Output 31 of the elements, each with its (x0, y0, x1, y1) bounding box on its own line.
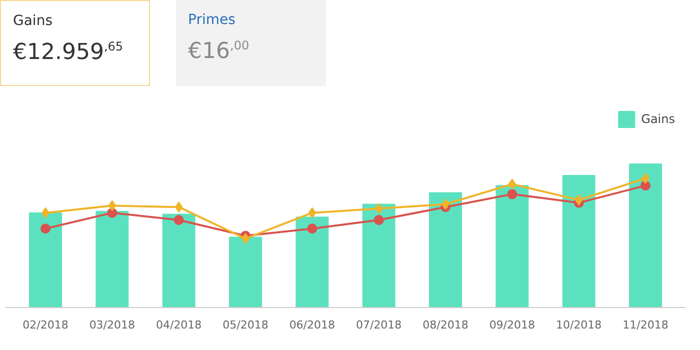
point (307, 224, 318, 234)
bar (362, 204, 396, 308)
x-tick-label: 05/2018 (222, 318, 268, 332)
x-tick-label: 06/2018 (289, 318, 336, 332)
point (40, 224, 50, 234)
x-tick-label: 02/2018 (22, 318, 68, 332)
point (174, 215, 184, 225)
x-tick-label: 04/2018 (156, 318, 202, 332)
bar (562, 175, 596, 308)
bar (96, 210, 129, 308)
x-tick-label: 03/2018 (89, 318, 136, 332)
x-tick-label: 09/2018 (489, 318, 536, 332)
point (640, 180, 650, 191)
bar (162, 214, 196, 308)
bar (429, 192, 462, 308)
text: €16$^{,00}$ (188, 38, 250, 66)
x-tick-label: 07/2018 (356, 318, 402, 332)
point (507, 189, 518, 200)
x-tick-label: 10/2018 (556, 318, 602, 332)
x-tick-label: 08/2018 (422, 318, 468, 332)
text: Gains (13, 12, 54, 31)
legend-label: Gains (641, 112, 675, 126)
bar (229, 236, 262, 308)
bar (629, 164, 662, 308)
text: €12.959$^{,65}$ (13, 38, 124, 67)
point (374, 215, 384, 225)
x-tick-label: 11/2018 (622, 318, 668, 332)
bar (296, 216, 329, 308)
text: Primes (188, 11, 236, 30)
bar (29, 212, 62, 308)
bar (496, 185, 529, 308)
